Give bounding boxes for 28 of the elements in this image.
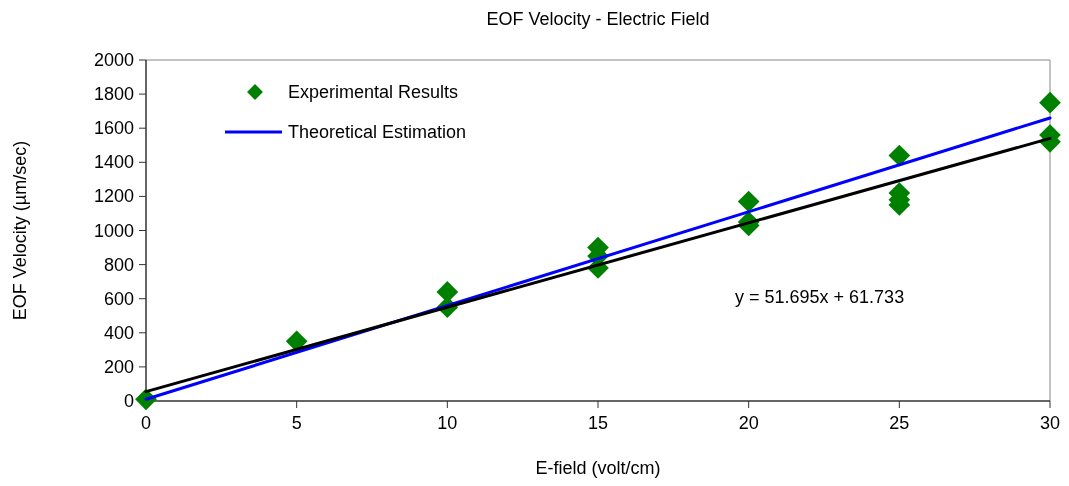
x-tick-label: 30 — [1039, 413, 1061, 433]
x-axis-title: E-field (volt/cm) — [535, 458, 661, 478]
x-tick-label: 10 — [437, 413, 458, 433]
x-tick-label: 25 — [889, 413, 910, 433]
legend-label: Experimental Results — [288, 82, 459, 102]
y-tick-label: 1200 — [93, 186, 134, 207]
chart-title: EOF Velocity - Electric Field — [486, 9, 710, 29]
y-tick-label: 2000 — [93, 50, 134, 70]
point — [436, 281, 459, 303]
y-tick-label: 800 — [103, 254, 134, 275]
x-tick-label: 20 — [738, 413, 759, 433]
y-tick-label: 1000 — [93, 220, 134, 241]
y-tick-label: 400 — [103, 322, 134, 343]
legend-label: Theoretical Estimation — [288, 122, 467, 142]
x-tick-label: 5 — [291, 413, 302, 433]
y-tick-label: 0 — [123, 391, 134, 411]
annotation: y = 51.695x + 61.733 — [735, 287, 905, 307]
point — [888, 144, 911, 167]
y-axis-title: EOF Velocity (µm/sec) — [10, 140, 30, 321]
y-tick-label: 1800 — [93, 84, 134, 105]
y-tick-label: 1600 — [93, 118, 134, 139]
x-tick-label: 0 — [140, 413, 152, 433]
y-tick-label: 600 — [103, 288, 134, 309]
point — [737, 190, 760, 213]
y-tick-label: 200 — [103, 356, 134, 377]
y-tick-label: 1400 — [93, 152, 134, 173]
x-tick-label: 15 — [587, 413, 609, 433]
point — [1039, 91, 1061, 114]
